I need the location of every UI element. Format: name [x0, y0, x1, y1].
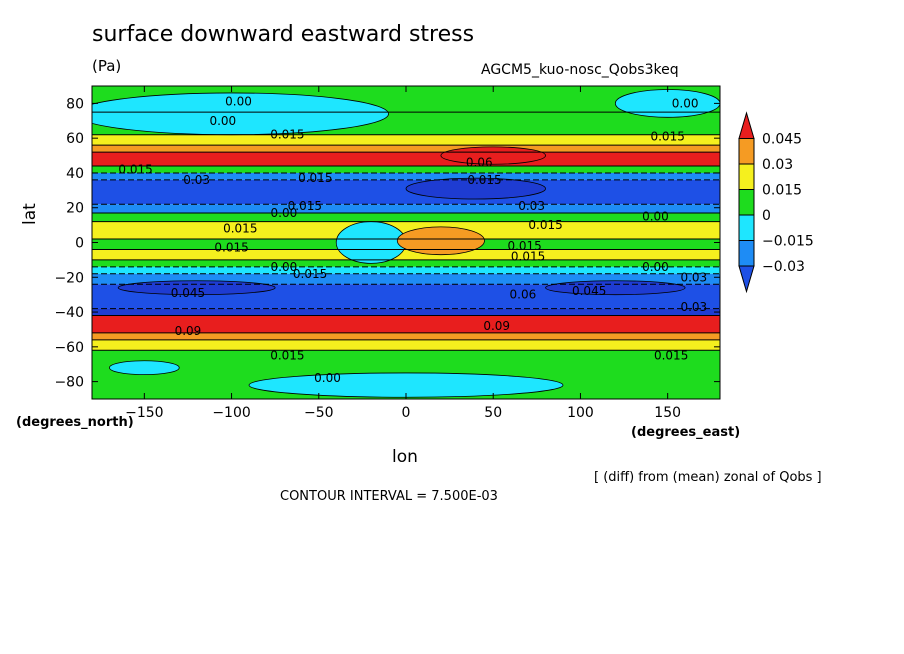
colorbar-segment	[738, 240, 755, 267]
y-tick-label: 60	[66, 131, 84, 147]
contour-label: 0.045	[572, 284, 606, 298]
contour-label: 0.015	[467, 173, 501, 187]
contour-label: 0.015	[270, 128, 304, 142]
contour-label: 0.015	[293, 267, 327, 281]
y-tick-label: 80	[66, 96, 84, 112]
contour-label: 0.03	[183, 173, 210, 187]
contour-label: 0.06	[466, 156, 493, 170]
colorbar-segment	[738, 265, 755, 294]
contour-label: 0.06	[510, 288, 537, 302]
stress-band	[92, 134, 720, 146]
y-tick-label: −20	[54, 270, 84, 286]
colorbar-label: 0.045	[762, 132, 802, 148]
stress-band	[92, 165, 720, 173]
colorbar-label: 0.015	[762, 183, 802, 199]
contour-label: 0.00	[314, 371, 341, 385]
contour-label: 0.03	[680, 300, 707, 314]
contour-label: 0.00	[209, 114, 236, 128]
x-tick-label: 100	[567, 405, 594, 421]
colorbar-segment	[738, 111, 755, 139]
contour-label: 0.00	[642, 260, 669, 274]
x-tick-label: −100	[212, 405, 250, 421]
contour-label: 0.00	[225, 95, 252, 109]
contour-label: 0.00	[271, 206, 298, 220]
contour-label: 0.015	[650, 129, 684, 143]
x-units-label: (degrees_east)	[631, 425, 741, 440]
contour-label: 0.015	[528, 218, 562, 232]
stress-patch	[405, 177, 546, 200]
y-tick-label: 0	[75, 236, 84, 252]
x-axis-label: lon	[392, 447, 418, 467]
contour-label: 0.00	[271, 260, 298, 274]
contour-label: 0.015	[118, 162, 152, 176]
stress-band	[92, 339, 720, 351]
stress-band	[92, 273, 720, 285]
difference-note: [ (diff) from (mean) zonal of Qobs ]	[594, 470, 822, 485]
y-tick-label: 20	[66, 201, 84, 217]
y-tick-label: 40	[66, 166, 84, 182]
contour-label: 0.03	[680, 270, 707, 284]
stress-band	[92, 145, 720, 153]
stress-band	[92, 221, 720, 240]
stress-band	[92, 266, 720, 274]
stress-band	[92, 212, 720, 222]
contour-label: 0.09	[175, 324, 202, 338]
contour-interval: CONTOUR INTERVAL = 7.500E-03	[280, 489, 498, 504]
contour-label: 0.015	[214, 241, 248, 255]
contour-label: 0.015	[288, 199, 322, 213]
contour-label: 0.015	[298, 171, 332, 185]
stress-patch	[335, 221, 407, 264]
experiment-label: AGCM5_kuo-nosc_Qobs3keq	[481, 62, 679, 78]
stress-band	[92, 172, 720, 180]
stress-patch	[440, 146, 546, 165]
colorbar-segment	[738, 189, 755, 216]
contour-label: 0.015	[223, 222, 257, 236]
colorbar-label: −0.03	[762, 259, 805, 275]
contour-label: 0.00	[642, 209, 669, 223]
stress-band	[92, 332, 720, 340]
contour-label: 0.03	[518, 199, 545, 213]
colorbar-label: −0.015	[762, 234, 814, 250]
x-tick-label: 150	[654, 405, 681, 421]
stress-band	[92, 315, 720, 333]
colorbar-label: 0	[762, 208, 771, 224]
x-tick-label: 0	[402, 405, 411, 421]
colorbar-segment	[738, 214, 755, 241]
stress-patch	[614, 89, 720, 118]
stress-patch	[545, 280, 686, 296]
stress-band	[92, 249, 720, 260]
colorbar-label: 0.03	[762, 157, 793, 173]
contour-label: 0.045	[171, 286, 205, 300]
stress-band	[92, 179, 720, 205]
y-tick-label: −80	[54, 375, 84, 391]
x-tick-label: 50	[484, 405, 502, 421]
y-tick-label: −60	[54, 340, 84, 356]
contour-label: 0.015	[507, 239, 541, 253]
stress-band	[92, 152, 720, 166]
contour-label: 0.015	[270, 349, 304, 363]
contour-label: 0.00	[672, 96, 699, 110]
stress-patch	[109, 360, 180, 376]
x-tick-label: −50	[304, 405, 334, 421]
stress-band	[92, 204, 720, 213]
colorbar-segment	[738, 163, 755, 190]
contour-label: 0.015	[654, 349, 688, 363]
y-axis-label: lat	[20, 203, 40, 225]
stress-band	[92, 308, 720, 316]
units-label: (Pa)	[92, 57, 122, 75]
stress-band	[92, 259, 720, 267]
x-tick-label: −150	[125, 405, 163, 421]
colorbar-segment	[738, 138, 755, 165]
contour-label: 0.015	[511, 249, 545, 263]
stress-patch	[396, 226, 485, 256]
y-tick-label: −40	[54, 305, 84, 321]
y-units-label: (degrees_north)	[16, 415, 134, 430]
chart-title: surface downward eastward stress	[92, 22, 475, 47]
contour-label: 0.09	[483, 319, 510, 333]
